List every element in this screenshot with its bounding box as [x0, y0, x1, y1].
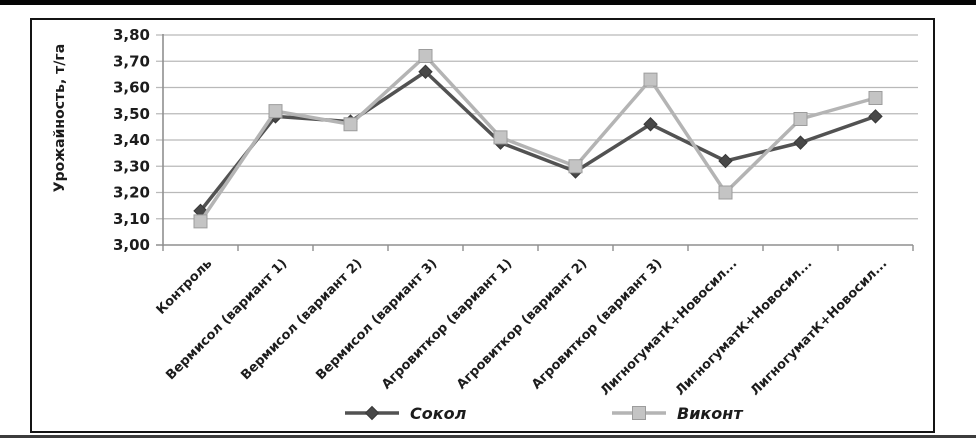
bottom-border-line: [0, 435, 976, 438]
y-tick-label: 3,10: [113, 210, 150, 228]
x-category-label: ЛигногуматК+Новосил...: [748, 256, 890, 398]
data-point-vikont: [718, 185, 733, 200]
y-tick-label: 3,40: [113, 131, 150, 149]
x-category-label: Контроль: [154, 256, 216, 318]
y-tick-label: 3,80: [113, 26, 150, 44]
data-point-sokol: [718, 153, 733, 169]
x-category-label: ЛигногуматК+Новосил...: [598, 256, 740, 398]
data-point-sokol: [793, 135, 808, 150]
series: [193, 49, 883, 229]
sokol-diamond-marker-icon: [345, 405, 399, 421]
x-category-label: Агровиткор (вариант 2): [454, 256, 590, 392]
data-point-vikont: [193, 214, 208, 229]
x-category-label: Вермисол (вариант 1): [163, 256, 290, 383]
data-point-sokol: [418, 64, 433, 79]
series-line-sokol: [199, 70, 877, 212]
top-border-line: [0, 0, 976, 5]
data-point-vikont: [793, 112, 808, 126]
data-point-sokol: [868, 109, 883, 124]
x-category-label: ЛигногуматК+Новосил...: [673, 256, 815, 398]
data-point-vikont: [868, 91, 883, 105]
y-tick-label: 3,00: [113, 236, 150, 254]
data-point-vikont: [343, 117, 358, 132]
y-axis-labels: 3,00 3,10 3,20 3,30 3,40 3,50 3,60 3,70 3,80: [113, 26, 150, 254]
legend-item-sokol: Сокол: [343, 402, 466, 424]
legend-label-sokol: Сокол: [410, 403, 467, 423]
gridlines: [156, 34, 918, 220]
x-category-label: Агровиткор (вариант 3): [529, 256, 665, 392]
axes: [156, 34, 914, 251]
y-tick-label: 3,60: [113, 79, 150, 97]
legend-label-vikont: Виконт: [677, 403, 743, 423]
legend-item-vikont: Виконт: [610, 402, 743, 424]
data-point-vikont: [568, 159, 583, 174]
y-tick-label: 3,30: [113, 157, 150, 175]
data-point-vikont: [268, 104, 283, 119]
y-tick-label: 3,70: [113, 52, 150, 70]
y-tick-label: 3,20: [113, 184, 150, 202]
data-point-sokol: [643, 117, 658, 132]
data-point-vikont: [418, 49, 433, 63]
series-line-vikont: [199, 54, 876, 223]
vikont-square-marker-icon: [612, 406, 666, 420]
x-category-label: Вермисол (вариант 3): [313, 256, 440, 383]
x-category-label: Вермисол (вариант 2): [238, 256, 365, 383]
y-tick-label: 3,50: [113, 105, 150, 123]
data-point-vikont: [643, 72, 658, 87]
y-axis-title: Урожайность, т/га: [52, 44, 68, 192]
x-category-label: Агровиткор (вариант 1): [379, 256, 515, 392]
data-point-vikont: [493, 130, 508, 145]
